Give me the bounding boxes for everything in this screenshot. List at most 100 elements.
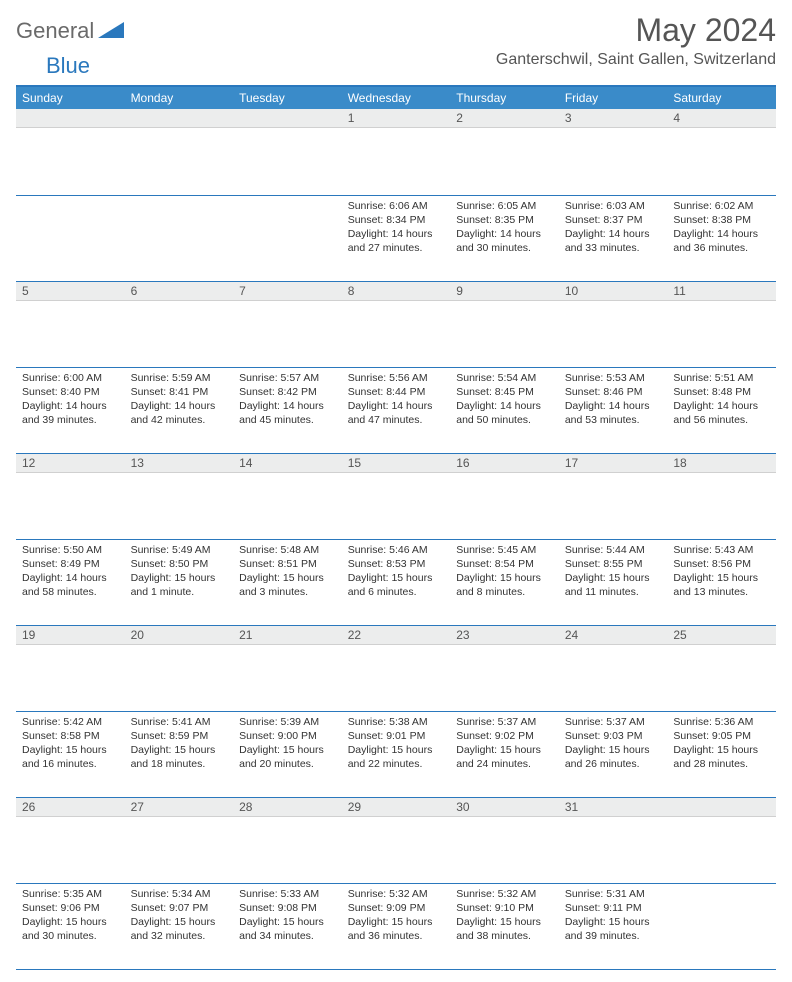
day-number: 6 xyxy=(125,282,234,301)
sunrise-line: Sunrise: 5:34 AM xyxy=(131,887,228,901)
calendar-cell-num: 27 xyxy=(125,797,234,883)
calendar-cell: Sunrise: 5:46 AMSunset: 8:53 PMDaylight:… xyxy=(342,539,451,625)
day-number: 10 xyxy=(559,282,668,301)
daylight-line: Daylight: 15 hours and 24 minutes. xyxy=(456,743,553,771)
sunrise-line: Sunrise: 6:05 AM xyxy=(456,199,553,213)
day-header: Friday xyxy=(559,87,668,109)
calendar-cell-num: 12 xyxy=(16,453,125,539)
calendar-cell xyxy=(16,195,125,281)
sunrise-line: Sunrise: 5:35 AM xyxy=(22,887,119,901)
daylight-line: Daylight: 15 hours and 38 minutes. xyxy=(456,915,553,943)
sunrise-line: Sunrise: 5:38 AM xyxy=(348,715,445,729)
calendar-cell: Sunrise: 5:49 AMSunset: 8:50 PMDaylight:… xyxy=(125,539,234,625)
calendar-cell-num: 6 xyxy=(125,281,234,367)
day-content: Sunrise: 5:46 AMSunset: 8:53 PMDaylight:… xyxy=(342,540,451,604)
calendar-cell: Sunrise: 5:50 AMSunset: 8:49 PMDaylight:… xyxy=(16,539,125,625)
logo-triangle-icon xyxy=(98,20,124,43)
day-content: Sunrise: 6:02 AMSunset: 8:38 PMDaylight:… xyxy=(667,196,776,260)
daylight-line: Daylight: 14 hours and 56 minutes. xyxy=(673,399,770,427)
day-number: 31 xyxy=(559,798,668,817)
sunrise-line: Sunrise: 5:57 AM xyxy=(239,371,336,385)
day-number: 14 xyxy=(233,454,342,473)
calendar-cell: Sunrise: 5:32 AMSunset: 9:09 PMDaylight:… xyxy=(342,883,451,969)
day-number: 21 xyxy=(233,626,342,645)
sunset-line: Sunset: 9:09 PM xyxy=(348,901,445,915)
day-number: 25 xyxy=(667,626,776,645)
day-number: 27 xyxy=(125,798,234,817)
sunrise-line: Sunrise: 5:32 AM xyxy=(348,887,445,901)
day-number-empty xyxy=(16,109,125,128)
daylight-line: Daylight: 15 hours and 39 minutes. xyxy=(565,915,662,943)
title-block: May 2024 Ganterschwil, Saint Gallen, Swi… xyxy=(496,12,776,69)
day-number: 15 xyxy=(342,454,451,473)
day-header: Wednesday xyxy=(342,87,451,109)
calendar-cell-num: 28 xyxy=(233,797,342,883)
day-content: Sunrise: 5:37 AMSunset: 9:02 PMDaylight:… xyxy=(450,712,559,776)
day-content: Sunrise: 5:50 AMSunset: 8:49 PMDaylight:… xyxy=(16,540,125,604)
day-content: Sunrise: 5:51 AMSunset: 8:48 PMDaylight:… xyxy=(667,368,776,432)
day-content: Sunrise: 5:38 AMSunset: 9:01 PMDaylight:… xyxy=(342,712,451,776)
daylight-line: Daylight: 14 hours and 53 minutes. xyxy=(565,399,662,427)
daylight-line: Daylight: 15 hours and 3 minutes. xyxy=(239,571,336,599)
day-header: Sunday xyxy=(16,87,125,109)
calendar-cell xyxy=(125,195,234,281)
calendar-cell: Sunrise: 5:57 AMSunset: 8:42 PMDaylight:… xyxy=(233,367,342,453)
sunrise-line: Sunrise: 5:41 AM xyxy=(131,715,228,729)
calendar-cell-num: 20 xyxy=(125,625,234,711)
calendar-cell: Sunrise: 5:35 AMSunset: 9:06 PMDaylight:… xyxy=(16,883,125,969)
calendar-cell-num: 25 xyxy=(667,625,776,711)
day-content: Sunrise: 5:32 AMSunset: 9:09 PMDaylight:… xyxy=(342,884,451,948)
sunset-line: Sunset: 8:38 PM xyxy=(673,213,770,227)
daylight-line: Daylight: 15 hours and 32 minutes. xyxy=(131,915,228,943)
sunrise-line: Sunrise: 5:51 AM xyxy=(673,371,770,385)
day-number: 17 xyxy=(559,454,668,473)
calendar-cell-num: 26 xyxy=(16,797,125,883)
day-header: Saturday xyxy=(667,87,776,109)
sunset-line: Sunset: 8:56 PM xyxy=(673,557,770,571)
day-number: 3 xyxy=(559,109,668,128)
sunset-line: Sunset: 8:54 PM xyxy=(456,557,553,571)
calendar-cell: Sunrise: 5:44 AMSunset: 8:55 PMDaylight:… xyxy=(559,539,668,625)
sunset-line: Sunset: 9:01 PM xyxy=(348,729,445,743)
sunset-line: Sunset: 8:42 PM xyxy=(239,385,336,399)
daylight-line: Daylight: 14 hours and 50 minutes. xyxy=(456,399,553,427)
day-content: Sunrise: 5:37 AMSunset: 9:03 PMDaylight:… xyxy=(559,712,668,776)
calendar-cell-num: 3 xyxy=(559,109,668,195)
day-number: 5 xyxy=(16,282,125,301)
day-content: Sunrise: 5:42 AMSunset: 8:58 PMDaylight:… xyxy=(16,712,125,776)
day-number: 8 xyxy=(342,282,451,301)
day-header: Monday xyxy=(125,87,234,109)
sunset-line: Sunset: 9:08 PM xyxy=(239,901,336,915)
sunset-line: Sunset: 8:40 PM xyxy=(22,385,119,399)
calendar-cell-num: 4 xyxy=(667,109,776,195)
calendar-cell: Sunrise: 5:37 AMSunset: 9:03 PMDaylight:… xyxy=(559,711,668,797)
day-content: Sunrise: 5:43 AMSunset: 8:56 PMDaylight:… xyxy=(667,540,776,604)
daylight-line: Daylight: 15 hours and 11 minutes. xyxy=(565,571,662,599)
month-title: May 2024 xyxy=(496,12,776,49)
sunset-line: Sunset: 9:05 PM xyxy=(673,729,770,743)
sunset-line: Sunset: 9:07 PM xyxy=(131,901,228,915)
sunrise-line: Sunrise: 5:37 AM xyxy=(565,715,662,729)
daylight-line: Daylight: 15 hours and 8 minutes. xyxy=(456,571,553,599)
day-number: 11 xyxy=(667,282,776,301)
calendar-cell: Sunrise: 6:05 AMSunset: 8:35 PMDaylight:… xyxy=(450,195,559,281)
daylight-line: Daylight: 15 hours and 22 minutes. xyxy=(348,743,445,771)
calendar-cell-num xyxy=(125,109,234,195)
day-content: Sunrise: 6:06 AMSunset: 8:34 PMDaylight:… xyxy=(342,196,451,260)
sunrise-line: Sunrise: 5:39 AM xyxy=(239,715,336,729)
day-number: 1 xyxy=(342,109,451,128)
calendar-cell: Sunrise: 5:48 AMSunset: 8:51 PMDaylight:… xyxy=(233,539,342,625)
sunset-line: Sunset: 8:46 PM xyxy=(565,385,662,399)
sunrise-line: Sunrise: 5:54 AM xyxy=(456,371,553,385)
day-content: Sunrise: 5:49 AMSunset: 8:50 PMDaylight:… xyxy=(125,540,234,604)
day-content: Sunrise: 5:54 AMSunset: 8:45 PMDaylight:… xyxy=(450,368,559,432)
calendar-cell: Sunrise: 5:32 AMSunset: 9:10 PMDaylight:… xyxy=(450,883,559,969)
sunrise-line: Sunrise: 5:48 AM xyxy=(239,543,336,557)
day-number: 19 xyxy=(16,626,125,645)
calendar-cell: Sunrise: 5:43 AMSunset: 8:56 PMDaylight:… xyxy=(667,539,776,625)
calendar-cell: Sunrise: 5:59 AMSunset: 8:41 PMDaylight:… xyxy=(125,367,234,453)
day-content: Sunrise: 5:31 AMSunset: 9:11 PMDaylight:… xyxy=(559,884,668,948)
calendar-cell: Sunrise: 5:33 AMSunset: 9:08 PMDaylight:… xyxy=(233,883,342,969)
sunset-line: Sunset: 8:49 PM xyxy=(22,557,119,571)
calendar-cell-num: 17 xyxy=(559,453,668,539)
